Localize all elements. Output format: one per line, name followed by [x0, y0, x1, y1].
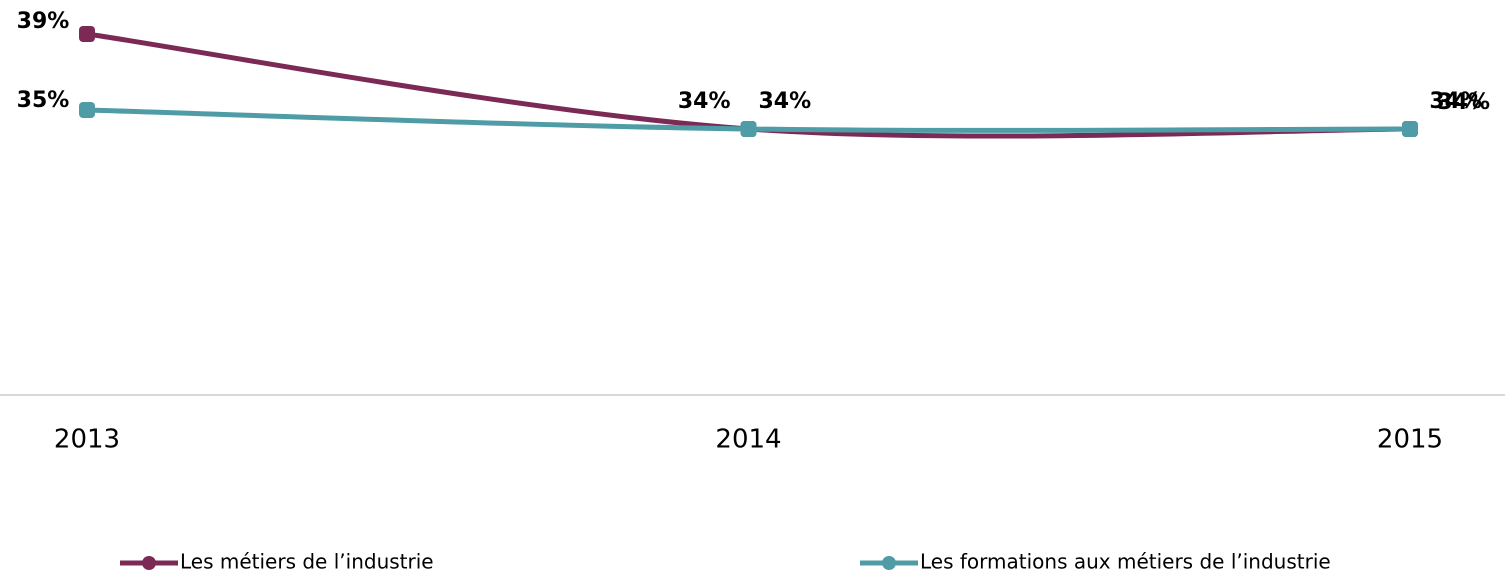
point-marker: [79, 26, 95, 42]
series-line: [86, 31, 1411, 139]
data-label: 34%: [678, 89, 731, 114]
data-label: 39%: [17, 9, 70, 34]
legend-label: Les formations aux métiers de l’industri…: [920, 550, 1331, 574]
legend-label: Les métiers de l’industrie: [180, 550, 434, 574]
point-marker: [79, 102, 95, 118]
x-tick-label: 2013: [54, 425, 120, 455]
x-tick-label: 2014: [715, 425, 781, 455]
data-label: 35%: [17, 88, 70, 113]
data-label: 34%: [1429, 89, 1482, 114]
legend-marker: [142, 556, 156, 570]
point-marker: [1402, 121, 1418, 137]
x-tick-label: 2015: [1377, 425, 1443, 455]
point-marker: [740, 121, 757, 137]
data-label: 34%: [759, 89, 812, 114]
data-label: 34%: [1437, 90, 1490, 115]
legend-marker: [882, 556, 896, 570]
